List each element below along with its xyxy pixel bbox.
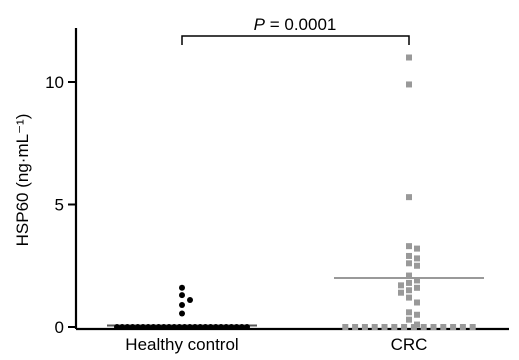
healthy-control-point — [186, 324, 193, 330]
crc-point — [414, 311, 420, 318]
mean-lines — [107, 277, 484, 327]
category-label-crc: CRC — [391, 335, 428, 354]
healthy-control-point — [179, 284, 185, 291]
healthy-control-point — [119, 324, 126, 330]
healthy-control-point — [187, 297, 193, 304]
healthy-control-point — [228, 324, 235, 330]
healthy-control-point — [192, 324, 198, 330]
crc-point — [406, 194, 412, 201]
y-tick-label-5: 5 — [55, 196, 64, 215]
healthy-control-point — [207, 324, 214, 330]
p-value-label: P = 0.0001 — [254, 15, 337, 34]
crc-point — [430, 324, 437, 330]
crc-point — [406, 294, 412, 301]
healthy-control-point — [179, 301, 185, 308]
crc-point — [414, 277, 420, 284]
healthy-control-point — [145, 324, 152, 330]
crc-point — [401, 324, 408, 330]
healthy-control-point — [197, 324, 204, 330]
y-axis-label: HSP60 (ng·mL⁻¹) — [13, 114, 32, 247]
healthy-control-point — [233, 324, 240, 330]
healthy-control-point — [212, 324, 219, 330]
crc-point — [398, 289, 404, 296]
significance-bracket — [181, 35, 410, 45]
healthy-control-point — [238, 324, 245, 330]
healthy-control-point — [244, 324, 250, 330]
crc-point — [410, 324, 417, 330]
crc-point — [414, 255, 420, 262]
crc-point — [414, 284, 420, 291]
crc-point — [414, 299, 420, 306]
healthy-control-point — [166, 324, 172, 330]
crc-point — [414, 321, 420, 328]
healthy-control-point — [176, 324, 183, 330]
crc-point — [406, 316, 412, 323]
crc-point — [406, 279, 412, 286]
crc-point — [440, 324, 447, 330]
healthy-control-point — [171, 324, 178, 330]
crc-point — [406, 272, 412, 279]
crc-point — [414, 245, 420, 252]
crc-point — [406, 309, 412, 316]
healthy-control-point — [218, 324, 224, 330]
crc-point — [469, 324, 476, 330]
category-labels: Healthy control CRC — [125, 335, 427, 354]
crc-point — [406, 287, 412, 294]
healthy-control-point — [223, 324, 230, 330]
crc-point — [459, 324, 466, 330]
crc-point — [352, 324, 359, 330]
healthy-control-point — [160, 324, 167, 330]
y-tick-label-0: 0 — [55, 318, 64, 337]
crc-point — [406, 54, 412, 61]
crc-point — [398, 282, 404, 289]
crc-point — [406, 81, 412, 88]
healthy-control-point — [124, 324, 131, 330]
crc-point — [391, 324, 398, 330]
crc-point — [406, 260, 412, 267]
healthy-control-point — [129, 324, 136, 330]
crc-point — [450, 324, 457, 330]
healthy-control-point — [155, 324, 162, 330]
category-label-healthy-control: Healthy control — [125, 335, 238, 354]
crc-point — [406, 252, 412, 259]
data-points — [114, 54, 476, 330]
healthy-control-point — [150, 324, 157, 330]
y-ticks: 0 5 10 — [45, 73, 76, 337]
axes — [74, 28, 509, 331]
crc-point — [406, 243, 412, 250]
crc-point — [420, 324, 427, 330]
crc-point — [371, 324, 378, 330]
healthy-control-point — [202, 324, 209, 330]
healthy-control-point — [181, 324, 188, 330]
y-tick-label-10: 10 — [45, 73, 64, 92]
healthy-control-point — [179, 292, 185, 299]
healthy-control-point — [179, 310, 185, 317]
healthy-control-point — [134, 324, 141, 330]
healthy-control-point — [114, 324, 120, 330]
crc-point — [342, 324, 349, 330]
crc-point — [414, 262, 420, 269]
crc-point — [361, 324, 368, 330]
significance-annotation: P = 0.0001 — [181, 15, 410, 45]
healthy-control-point — [140, 324, 146, 330]
crc-point — [381, 324, 388, 330]
